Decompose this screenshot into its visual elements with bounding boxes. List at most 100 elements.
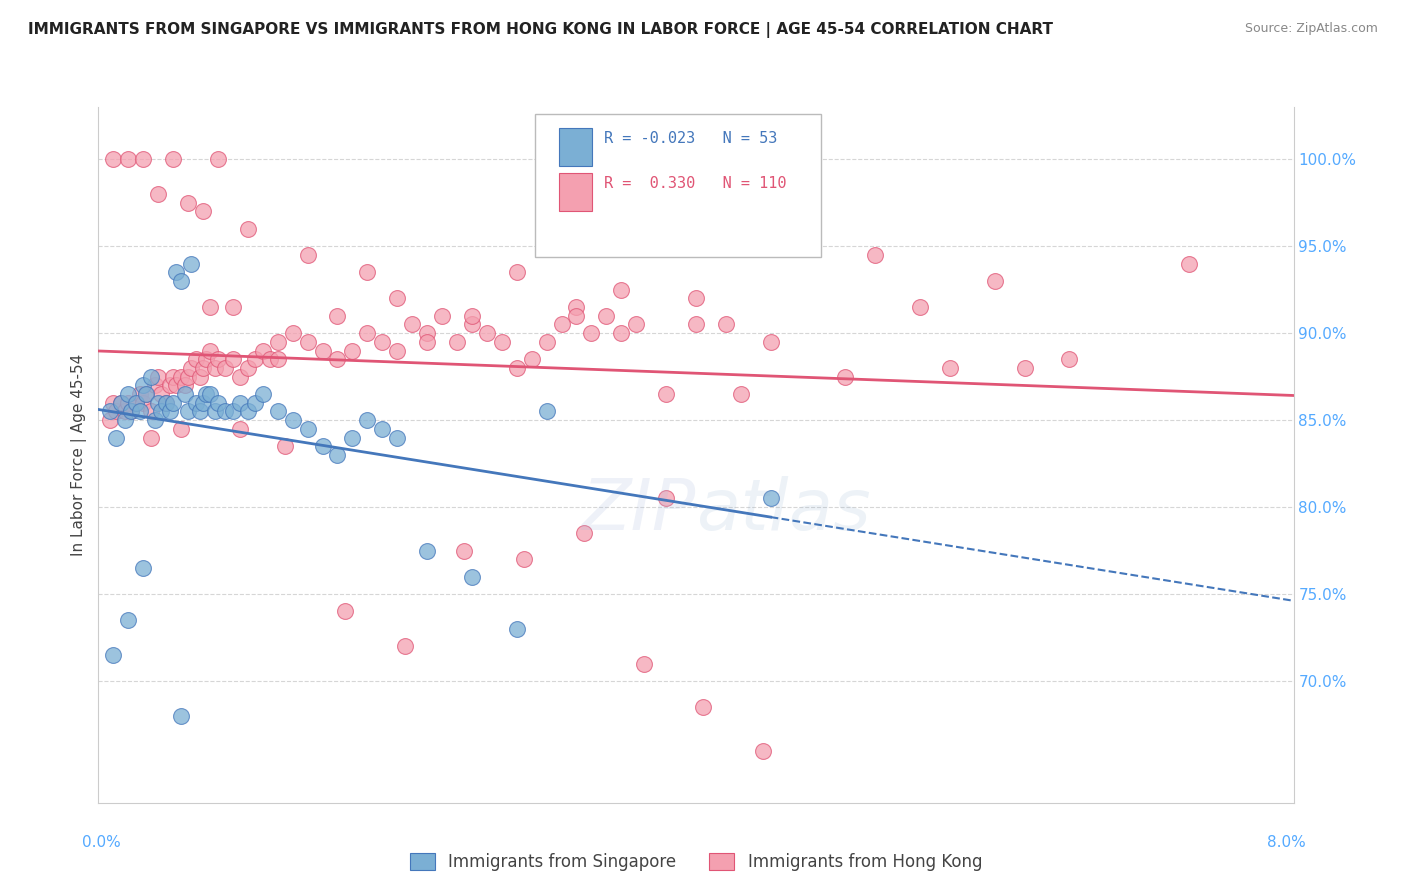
Point [139,404,162,418]
Point [191,360,214,375]
Point [1014,360,1036,375]
Point [159,404,181,418]
Point [132,395,155,409]
Point [177,404,200,418]
Point [214,360,236,375]
FancyBboxPatch shape [534,114,821,257]
Point [155,395,177,409]
Point [430,309,453,323]
Point [342,430,364,444]
Point [188,404,211,418]
Point [385,430,409,444]
Point [169,369,191,384]
Point [132,378,155,392]
Point [117,152,139,166]
Point [148,395,170,409]
Point [633,657,655,671]
Point [98,404,122,418]
Point [236,222,259,236]
Point [491,334,513,349]
Point [1059,352,1081,367]
Point [222,352,245,367]
Text: R = -0.023   N = 53: R = -0.023 N = 53 [605,131,778,146]
Point [536,334,558,349]
Point [595,309,617,323]
Point [169,274,191,288]
Point [162,369,184,384]
Point [105,430,128,444]
Point [281,413,304,427]
Point [550,318,572,332]
Point [1178,256,1201,270]
Point [159,378,181,392]
Legend: Immigrants from Singapore, Immigrants from Hong Kong: Immigrants from Singapore, Immigrants fr… [404,847,988,878]
Point [581,326,603,340]
Point [180,256,202,270]
Point [236,360,259,375]
Point [229,422,252,436]
Point [461,569,484,583]
Point [236,404,259,418]
Point [506,622,529,636]
Point [311,343,333,358]
Point [162,152,184,166]
Point [194,387,218,401]
Point [342,343,364,358]
Point [143,378,166,392]
Point [191,395,214,409]
Point [834,369,856,384]
Point [461,318,484,332]
Point [184,352,207,367]
Point [148,187,170,202]
Text: 8.0%: 8.0% [1267,836,1306,850]
Point [184,395,207,409]
Point [103,395,125,409]
Point [98,413,122,427]
Point [177,369,200,384]
Point [267,334,290,349]
Point [191,204,214,219]
Point [626,318,648,332]
Point [110,395,132,409]
Point [939,360,962,375]
Point [204,360,226,375]
Point [520,352,543,367]
Point [371,334,394,349]
Point [692,700,714,714]
Point [180,360,202,375]
Text: Source: ZipAtlas.com: Source: ZipAtlas.com [1244,22,1378,36]
Point [132,561,155,575]
Point [169,422,191,436]
Point [759,334,782,349]
Text: ZIP: ZIP [582,476,696,545]
Point [333,604,356,618]
Point [252,343,274,358]
Point [188,369,211,384]
Point [297,248,319,262]
Point [110,395,132,409]
Point [252,387,274,401]
Point [103,648,125,662]
Point [714,318,737,332]
Point [401,318,423,332]
Point [685,318,707,332]
Point [475,326,498,340]
Point [461,309,484,323]
Point [267,352,290,367]
Point [174,387,197,401]
Point [204,404,226,418]
Point [610,283,633,297]
Point [513,552,536,566]
Point [394,639,416,653]
Text: R =  0.330   N = 110: R = 0.330 N = 110 [605,176,786,191]
Point [200,387,222,401]
Point [222,404,245,418]
Point [245,352,267,367]
Point [281,326,304,340]
Point [385,291,409,305]
Point [214,404,236,418]
Point [150,387,173,401]
Point [117,387,139,401]
Point [259,352,281,367]
Point [129,387,152,401]
